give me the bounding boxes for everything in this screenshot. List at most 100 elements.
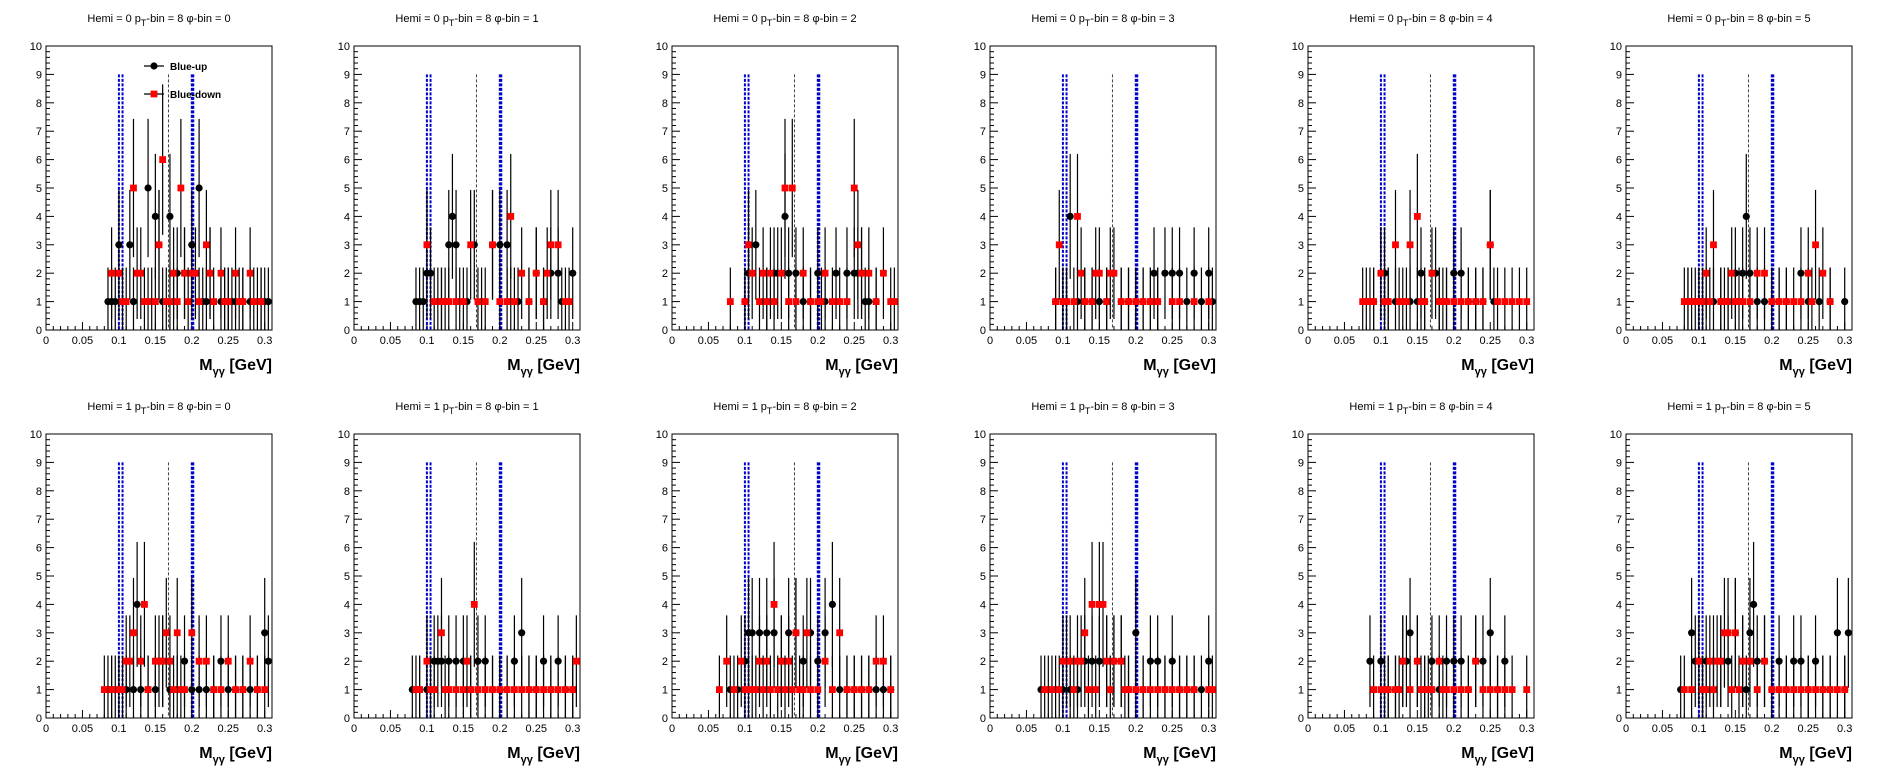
data-point-blue-down xyxy=(1377,269,1385,277)
data-point-blue-down xyxy=(858,269,865,277)
y-tick-label: 10 xyxy=(974,429,986,441)
y-tick-label: 7 xyxy=(344,514,350,526)
data-point-blue-down xyxy=(1074,213,1081,220)
data-point-blue-down xyxy=(151,298,159,305)
y-tick-label: 9 xyxy=(1616,457,1622,469)
y-tick-label: 10 xyxy=(974,41,986,53)
y-tick-label: 4 xyxy=(1298,211,1304,223)
data-point-blue-down xyxy=(137,657,145,665)
data-point-blue-down xyxy=(246,269,254,277)
data-point-blue-up xyxy=(1841,298,1849,306)
data-point-blue-down xyxy=(141,601,148,608)
y-tick-label: 3 xyxy=(36,628,42,640)
data-point-blue-down xyxy=(1190,298,1198,305)
y-tick-label: 10 xyxy=(338,41,350,53)
data-point-blue-down xyxy=(1457,298,1465,305)
data-point-blue-down xyxy=(1753,269,1761,277)
y-tick-label: 1 xyxy=(1616,685,1622,697)
x-tick-label: 0.1 xyxy=(111,723,126,735)
data-point-blue-up xyxy=(1406,629,1414,637)
data-point-blue-up xyxy=(503,241,511,249)
data-point-blue-down xyxy=(1176,298,1183,305)
data-point-blue-up xyxy=(1815,298,1823,306)
y-tick-label: 4 xyxy=(980,599,986,611)
y-tick-label: 2 xyxy=(1616,268,1622,280)
series-blue-down xyxy=(1041,541,1216,718)
data-point-blue-down xyxy=(1680,686,1688,693)
data-point-blue-down xyxy=(1464,686,1472,693)
data-point-blue-down xyxy=(184,298,192,305)
y-tick-label: 3 xyxy=(344,240,350,252)
data-point-blue-down xyxy=(1717,298,1725,305)
x-tick-label: 0.25 xyxy=(1480,723,1501,735)
data-point-blue-down xyxy=(543,269,551,277)
data-point-blue-down xyxy=(1841,686,1849,693)
x-tick-label: 0.2 xyxy=(1764,335,1779,347)
x-tick-label: 0.1 xyxy=(1055,335,1070,347)
data-point-blue-down xyxy=(224,657,232,665)
x-tick-label: 0 xyxy=(43,335,49,347)
series-blue-down xyxy=(108,84,265,330)
y-tick-label: 8 xyxy=(1298,98,1304,110)
x-axis-label: Mγγ [GeV] xyxy=(1461,357,1534,378)
x-tick-label: 0.15 xyxy=(145,723,166,735)
x-tick-label: 0 xyxy=(1623,723,1629,735)
data-point-blue-down xyxy=(1699,686,1706,693)
series-blue-down xyxy=(1680,577,1849,718)
data-point-blue-down xyxy=(1081,629,1089,637)
data-point-blue-up xyxy=(1749,600,1758,609)
data-point-blue-down xyxy=(507,213,515,220)
data-point-blue-down xyxy=(814,686,822,693)
data-point-blue-down xyxy=(1117,298,1125,305)
x-tick-label: 0.3 xyxy=(257,723,272,735)
data-point-blue-up xyxy=(202,298,210,306)
x-tick-label: 0.2 xyxy=(1128,723,1143,735)
y-tick-label: 0 xyxy=(1298,713,1304,725)
x-tick-label: 0.1 xyxy=(1373,335,1388,347)
data-point-blue-down xyxy=(1205,298,1213,305)
x-tick-label: 0.1 xyxy=(419,335,434,347)
data-point-blue-down xyxy=(1381,686,1388,693)
data-point-blue-down xyxy=(467,241,475,249)
data-point-blue-down xyxy=(130,184,137,192)
data-point-blue-down xyxy=(781,184,789,192)
subplot-title: Hemi = 0 pT-bin = 8 φ-bin = 2 xyxy=(713,13,856,28)
data-point-blue-down xyxy=(836,629,844,637)
data-point-blue-down xyxy=(1384,298,1392,305)
legend-marker-blue-up xyxy=(150,62,158,70)
data-point-blue-down xyxy=(489,241,496,249)
data-point-blue-down xyxy=(221,298,229,305)
x-tick-label: 0.05 xyxy=(380,723,401,735)
x-tick-label: 0.1 xyxy=(1055,723,1070,735)
x-tick-label: 0.2 xyxy=(184,723,199,735)
data-point-blue-down xyxy=(1768,298,1776,305)
data-point-blue-down xyxy=(887,686,895,693)
plot-frame xyxy=(989,45,1217,331)
data-point-blue-down xyxy=(770,601,778,608)
data-point-blue-up xyxy=(144,184,152,192)
data-point-blue-down xyxy=(1048,686,1056,693)
y-tick-label: 3 xyxy=(1298,240,1304,252)
data-point-blue-down xyxy=(470,601,478,608)
data-point-blue-down xyxy=(777,657,785,665)
data-point-blue-down xyxy=(438,629,445,637)
y-tick-label: 4 xyxy=(1298,599,1304,611)
data-point-blue-down xyxy=(445,686,453,693)
y-tick-label: 2 xyxy=(662,656,668,668)
data-point-blue-down xyxy=(474,298,482,305)
data-point-blue-up xyxy=(129,298,138,306)
data-point-blue-down xyxy=(130,629,137,637)
x-tick-label: 0.2 xyxy=(810,723,825,735)
x-tick-label: 0.05 xyxy=(1016,335,1037,347)
data-point-blue-down xyxy=(562,298,569,305)
data-point-blue-down xyxy=(126,657,134,665)
x-tick-label: 0.05 xyxy=(380,335,401,347)
y-tick-label: 7 xyxy=(344,126,350,138)
y-tick-label: 10 xyxy=(656,429,668,441)
y-tick-label: 5 xyxy=(662,183,668,195)
data-point-blue-down xyxy=(1421,686,1429,693)
y-tick-label: 8 xyxy=(1616,98,1622,110)
data-point-blue-down xyxy=(770,298,778,305)
data-point-blue-up xyxy=(828,600,836,609)
x-tick-label: 0.05 xyxy=(698,723,719,735)
